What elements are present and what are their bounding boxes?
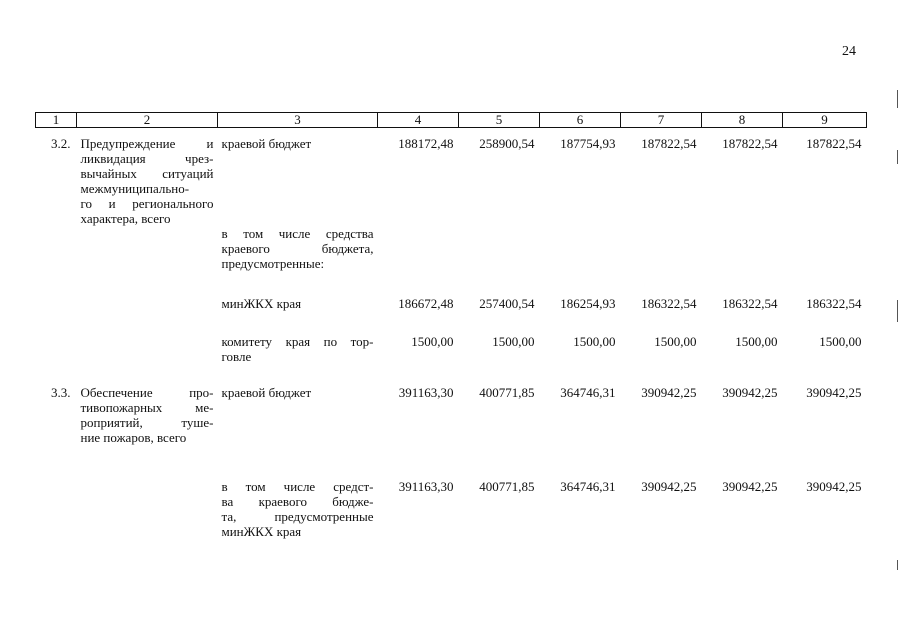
budget-table: 1 2 3 4 5 6 7 8 9 3.2. Предупреждение и …	[35, 112, 867, 543]
item-name-line: вычайных ситуаций	[80, 166, 214, 181]
value-cell: 186322,54	[722, 296, 778, 311]
value-cell: 390942,25	[722, 385, 778, 400]
value-cell: 364746,31	[560, 385, 616, 400]
value-cell: 186254,93	[560, 296, 616, 311]
funding-source-line: краевого бюджета,	[221, 241, 374, 256]
scan-edge-mark	[897, 560, 898, 570]
table-row: в том числе средст- ва краевого бюдже- т…	[36, 479, 867, 543]
header-cell: 4	[377, 112, 459, 128]
item-code	[36, 334, 77, 385]
value-cell: 188172,48	[398, 136, 454, 151]
item-name-line: ликвидация чрез-	[80, 151, 214, 166]
header-cell: 1	[35, 112, 77, 128]
value-cell: 187754,93	[560, 136, 616, 151]
value-cell: 187822,54	[806, 136, 862, 151]
value-cell: 258900,54	[479, 136, 535, 151]
funding-source: краевой бюджет	[218, 385, 378, 479]
value-cell: 186672,48	[398, 296, 454, 311]
funding-source-line: в том числе средства	[221, 226, 374, 241]
value-cell: 391163,30	[398, 479, 454, 494]
value-cell	[621, 226, 702, 296]
value-cell	[702, 226, 783, 296]
item-name-line: Обеспечение про-	[80, 385, 214, 400]
item-name-line: го и регионального	[80, 196, 214, 211]
value-cell: 1500,00	[573, 334, 616, 349]
item-name-line: характера, всего	[80, 211, 171, 226]
funding-source: комитету края по тор- говле	[218, 334, 378, 385]
scan-edge-mark	[897, 300, 898, 322]
value-cell: 187822,54	[722, 136, 778, 151]
value-cell: 257400,54	[479, 296, 535, 311]
table-row: комитету края по тор- говле 1500,00 1500…	[36, 334, 867, 385]
header-cell: 2	[76, 112, 218, 128]
funding-source: в том числе средства краевого бюджета, п…	[218, 226, 378, 296]
item-name: Предупреждение и ликвидация чрез- вычайн…	[77, 128, 218, 226]
scan-edge-mark	[897, 90, 898, 108]
value-cell: 390942,25	[641, 479, 697, 494]
funding-source-line: говле	[221, 349, 252, 364]
item-name-line: тивопожарных ме-	[80, 400, 214, 415]
item-code: 3.3.	[51, 385, 71, 400]
value-cell: 364746,31	[560, 479, 616, 494]
table-row: в том числе средства краевого бюджета, п…	[36, 226, 867, 296]
value-cell: 1500,00	[411, 334, 454, 349]
value-cell: 400771,85	[479, 385, 535, 400]
funding-source-line: ва краевого бюдже-	[221, 494, 374, 509]
funding-source-line: комитету края по тор-	[221, 334, 374, 349]
header-cell: 8	[701, 112, 783, 128]
funding-source-line: краевой бюджет	[221, 136, 312, 151]
item-code	[36, 226, 77, 296]
item-name-line: ние пожаров, всего	[80, 430, 187, 445]
column-number-header: 1 2 3 4 5 6 7 8 9	[35, 112, 867, 128]
funding-source-line: та, предусмотренные	[221, 509, 374, 524]
funding-source-line: краевой бюджет	[221, 385, 312, 400]
page-number: 24	[842, 44, 856, 59]
table-row: 3.3. Обеспечение про- тивопожарных ме- р…	[36, 385, 867, 479]
value-cell	[783, 226, 867, 296]
funding-source: в том числе средст- ва краевого бюдже- т…	[218, 479, 378, 543]
header-cell: 6	[539, 112, 621, 128]
value-cell: 1500,00	[735, 334, 778, 349]
value-cell: 400771,85	[479, 479, 535, 494]
value-cell: 391163,30	[398, 385, 454, 400]
item-name	[77, 296, 218, 334]
table-row: минЖКХ края 186672,48 257400,54 186254,9…	[36, 296, 867, 334]
item-name	[77, 479, 218, 543]
funding-source: минЖКХ края	[218, 296, 378, 334]
funding-source-line: минЖКХ края	[221, 296, 302, 311]
value-cell: 1500,00	[819, 334, 862, 349]
value-cell: 1500,00	[492, 334, 535, 349]
item-name: Обеспечение про- тивопожарных ме- роприя…	[77, 385, 218, 479]
value-cell	[378, 226, 459, 296]
value-cell: 390942,25	[722, 479, 778, 494]
value-cell: 187822,54	[641, 136, 697, 151]
funding-source: краевой бюджет	[218, 128, 378, 227]
item-name-line: Предупреждение и	[80, 136, 214, 151]
item-code	[36, 296, 77, 334]
funding-source-line: в том числе средст-	[221, 479, 374, 494]
value-cell: 186322,54	[641, 296, 697, 311]
item-code: 3.2.	[51, 136, 71, 151]
table-row: 3.2. Предупреждение и ликвидация чрез- в…	[36, 128, 867, 227]
item-name	[77, 334, 218, 385]
value-cell: 186322,54	[806, 296, 862, 311]
item-name-line: межмуниципально-	[80, 181, 190, 196]
funding-source-line: минЖКХ края	[221, 524, 302, 539]
item-name	[77, 226, 218, 296]
value-cell: 390942,25	[641, 385, 697, 400]
value-cell	[540, 226, 621, 296]
funding-source-line: предусмотренные:	[221, 256, 325, 271]
header-cell: 3	[217, 112, 378, 128]
header-cell: 9	[782, 112, 867, 128]
header-cell: 7	[620, 112, 702, 128]
item-name-line: роприятий, туше-	[80, 415, 214, 430]
header-cell: 5	[458, 112, 540, 128]
value-cell	[459, 226, 540, 296]
scan-edge-mark	[897, 150, 898, 164]
value-cell: 390942,25	[806, 385, 862, 400]
value-cell: 1500,00	[654, 334, 697, 349]
value-cell: 390942,25	[806, 479, 862, 494]
item-code	[36, 479, 77, 543]
